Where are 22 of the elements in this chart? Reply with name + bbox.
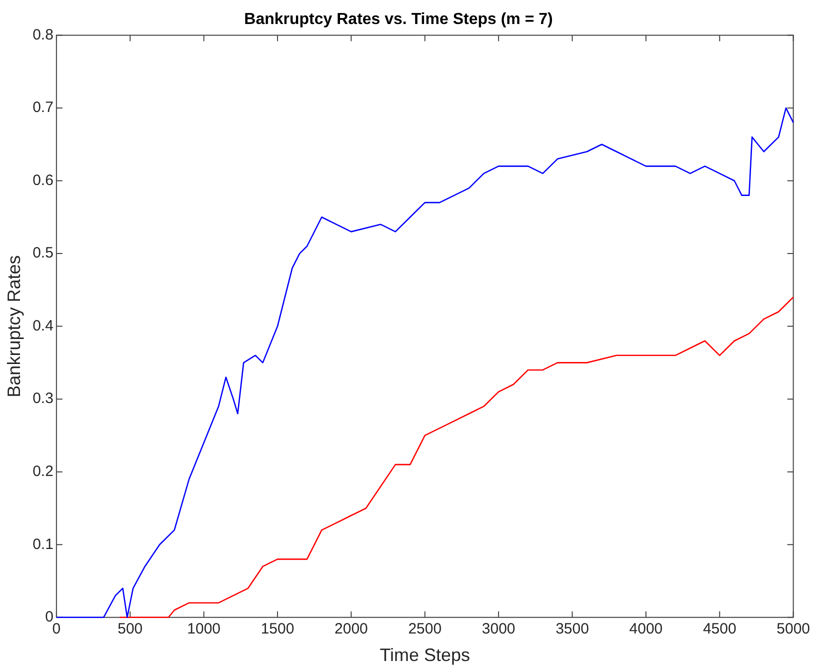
y-tick-label: 0.5 — [32, 244, 54, 262]
y-tick-label: 0.8 — [32, 26, 54, 44]
y-tick-label: 0.4 — [32, 317, 54, 334]
y-axis-title: Bankruptcy Rates — [4, 255, 24, 398]
x-tick-label: 1000 — [187, 620, 221, 638]
x-tick-label: 500 — [118, 620, 143, 638]
x-tick-label: 4500 — [702, 620, 736, 638]
x-tick-label: 1500 — [260, 620, 294, 638]
x-tick-label: 2000 — [334, 620, 368, 638]
y-tick-label: 0 — [45, 608, 54, 626]
y-tick-label: 0.2 — [32, 462, 54, 480]
x-tick-label: 3500 — [556, 620, 589, 638]
y-tick-label: 0.7 — [32, 99, 54, 116]
x-tick-label: 4000 — [629, 620, 663, 638]
x-axis-title: Time Steps — [380, 645, 470, 666]
y-tick-label: 0.3 — [32, 390, 54, 408]
y-tick-label: 0.6 — [32, 172, 54, 189]
x-tick-label: 3000 — [482, 620, 516, 638]
x-tick-label: 5000 — [776, 620, 810, 638]
x-tick-label: 2500 — [408, 620, 442, 638]
y-tick-label: 0.1 — [32, 536, 54, 553]
chart-title: Bankruptcy Rates vs. Time Steps (m = 7) — [244, 11, 553, 28]
